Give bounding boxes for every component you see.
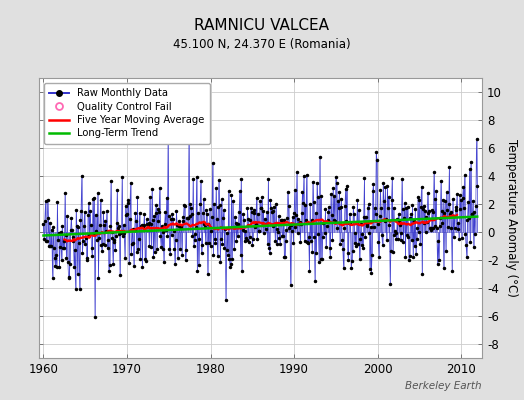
Legend: Raw Monthly Data, Quality Control Fail, Five Year Moving Average, Long-Term Tren: Raw Monthly Data, Quality Control Fail, … (45, 83, 210, 144)
Text: Berkeley Earth: Berkeley Earth (406, 381, 482, 391)
Text: RAMNICU VALCEA: RAMNICU VALCEA (194, 18, 330, 33)
Text: 45.100 N, 24.370 E (Romania): 45.100 N, 24.370 E (Romania) (173, 38, 351, 51)
Y-axis label: Temperature Anomaly (°C): Temperature Anomaly (°C) (506, 139, 518, 297)
